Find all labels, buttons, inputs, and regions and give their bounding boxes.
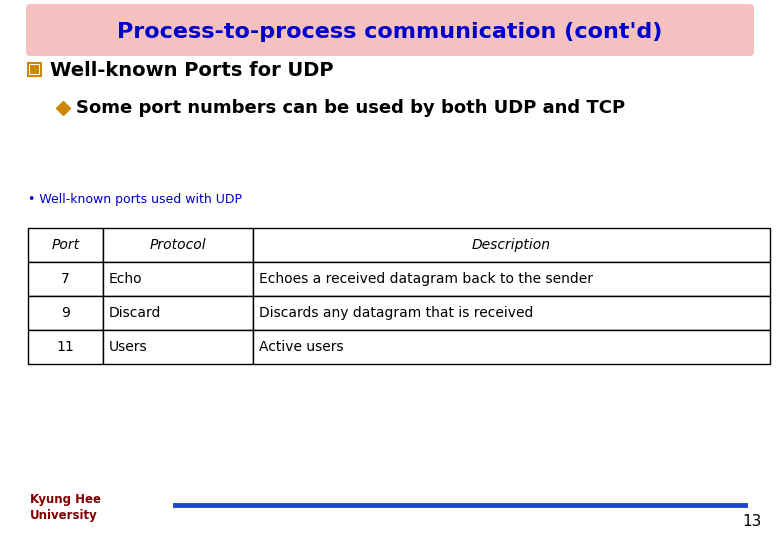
Text: • Well-known ports used with UDP: • Well-known ports used with UDP [28,193,242,206]
Text: University: University [30,509,98,522]
Text: Users: Users [109,340,147,354]
Text: 7: 7 [61,272,70,286]
FancyBboxPatch shape [26,4,754,56]
Text: Discard: Discard [109,306,161,320]
Text: Discards any datagram that is received: Discards any datagram that is received [259,306,534,320]
Text: 13: 13 [743,515,762,530]
Text: Well-known Ports for UDP: Well-known Ports for UDP [50,60,334,79]
Text: Some port numbers can be used by both UDP and TCP: Some port numbers can be used by both UD… [76,99,625,117]
Bar [28,296,103,330]
Text: 9: 9 [61,306,70,320]
Bar [103,228,253,262]
FancyBboxPatch shape [28,63,41,76]
Bar [103,262,253,296]
Text: Echoes a received datagram back to the sender: Echoes a received datagram back to the s… [259,272,593,286]
Bar [28,262,103,296]
Text: Active users: Active users [259,340,344,354]
Bar [253,228,770,262]
Text: Kyung Hee: Kyung Hee [30,494,101,507]
Bar [103,330,253,364]
Text: Description: Description [472,238,551,252]
Bar [253,262,770,296]
Text: Process-to-process communication (cont'd): Process-to-process communication (cont'd… [117,22,663,42]
Text: Port: Port [51,238,80,252]
Text: Protocol: Protocol [150,238,207,252]
Bar [103,296,253,330]
FancyBboxPatch shape [30,65,39,74]
Text: 11: 11 [57,340,74,354]
Text: Echo: Echo [109,272,143,286]
Bar [253,296,770,330]
Bar [28,228,103,262]
Bar [253,330,770,364]
Bar [28,330,103,364]
